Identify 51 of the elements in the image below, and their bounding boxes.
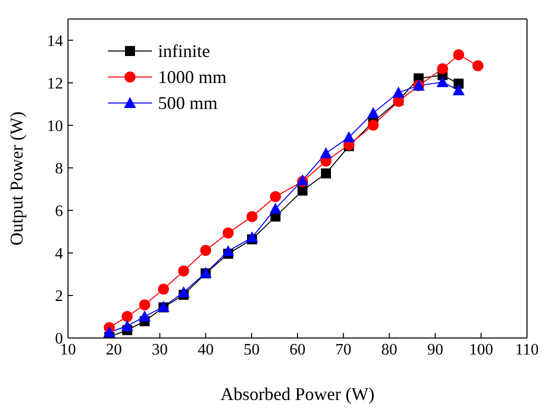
y-tick-label: 10	[47, 118, 63, 136]
x-tick-label: 110	[515, 341, 539, 358]
point	[298, 186, 308, 196]
point	[368, 120, 379, 131]
y-tick-label: 8	[55, 160, 63, 178]
point	[436, 76, 449, 88]
x-tick-label: 60	[290, 341, 306, 358]
y-tick-label: 2	[55, 288, 63, 306]
point	[454, 78, 464, 89]
x-tick-label: 80	[381, 341, 398, 358]
point	[342, 131, 355, 142]
x-tick-label: 20	[106, 341, 122, 358]
point	[158, 284, 169, 295]
point	[103, 326, 116, 338]
point	[122, 311, 133, 322]
legend-label: 500 mm	[158, 92, 218, 115]
y-tick-label: 6	[55, 203, 63, 220]
y-tick-label: 14	[47, 32, 63, 50]
point	[452, 84, 465, 96]
point	[178, 286, 190, 298]
point	[320, 147, 332, 158]
point	[437, 63, 448, 74]
legend-label: infinite	[158, 40, 210, 63]
point	[367, 107, 380, 118]
y-tick-label: 12	[47, 75, 63, 92]
point	[320, 168, 331, 178]
y-tick-label: 4	[55, 246, 63, 263]
x-tick-label: 40	[198, 341, 214, 358]
x-axis-title: Absorbed Power (W)	[220, 384, 374, 404]
x-tick-label: 90	[427, 341, 444, 358]
point	[200, 244, 212, 256]
y-tick-label: 0	[55, 330, 63, 348]
legend-label: 1000 mm	[158, 66, 227, 89]
point	[246, 231, 258, 242]
point	[138, 310, 151, 322]
point	[453, 49, 464, 60]
point	[222, 245, 234, 256]
x-tick-label: 50	[244, 341, 260, 358]
point	[222, 227, 234, 238]
point	[269, 202, 282, 214]
point	[246, 211, 258, 222]
point	[392, 86, 404, 98]
y-axis-title: Output Power (W)	[6, 112, 26, 246]
x-tick-label: 30	[152, 341, 168, 358]
point	[121, 320, 134, 332]
point	[472, 60, 484, 72]
point	[139, 299, 150, 310]
point	[178, 266, 190, 277]
x-tick-label: 100	[469, 341, 494, 358]
point	[270, 191, 281, 202]
x-tick-label: 70	[335, 341, 352, 358]
